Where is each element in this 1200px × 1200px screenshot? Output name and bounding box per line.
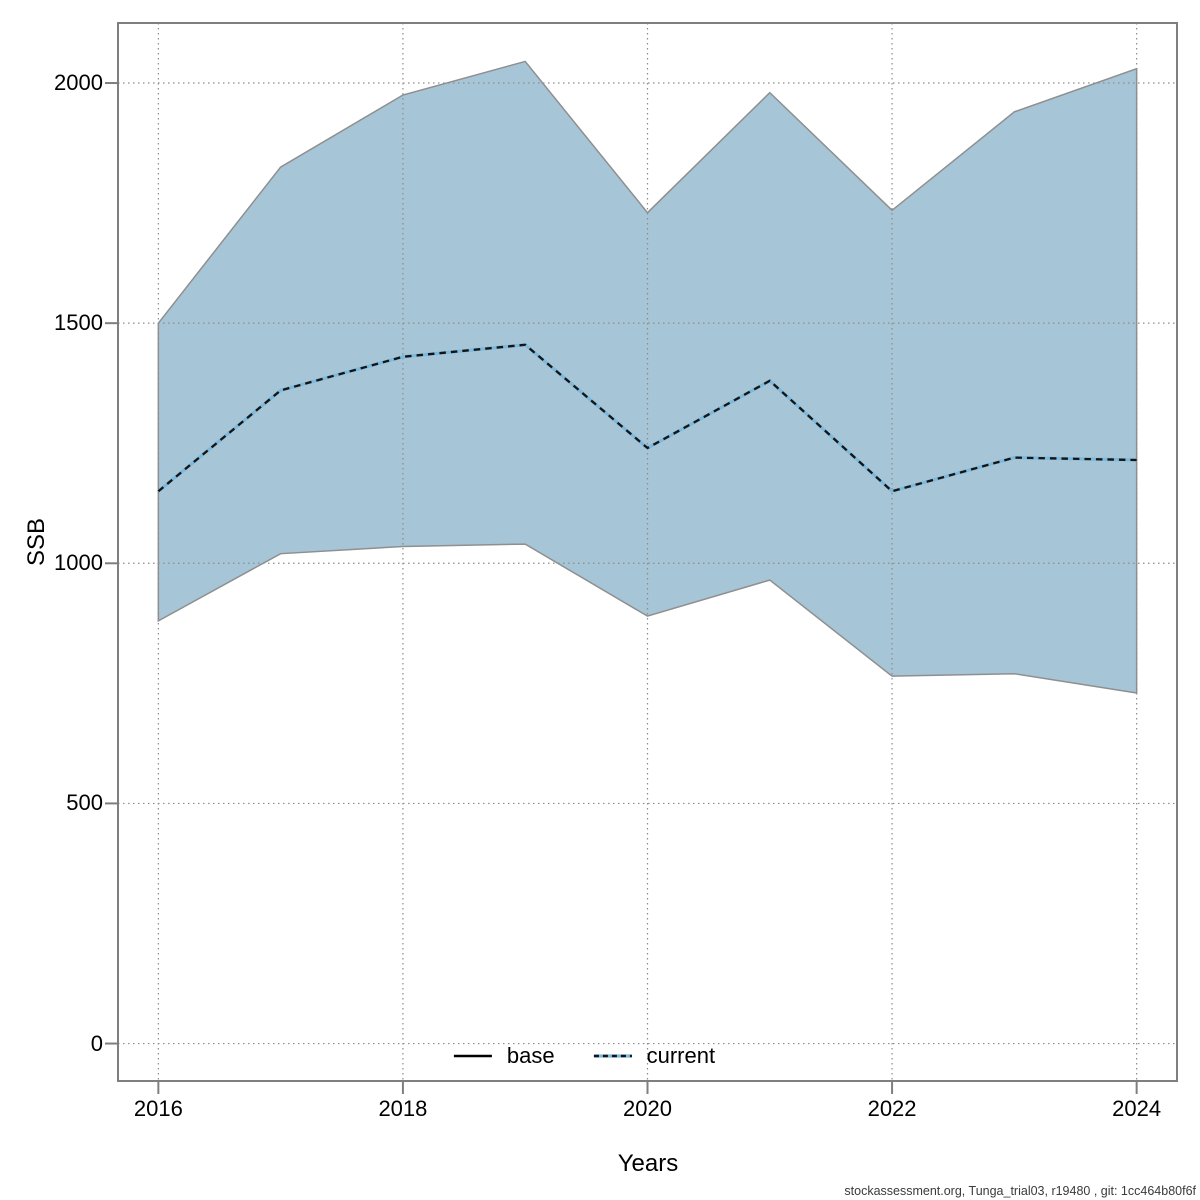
y-axis-title: SSB — [23, 517, 50, 567]
legend-label-current: current — [646, 1043, 716, 1068]
base-line-sample — [453, 1054, 492, 1058]
y-tick-label: 2000 — [54, 70, 103, 96]
x-tick-label: 2020 — [623, 1096, 672, 1121]
plot-border — [117, 22, 1178, 1082]
x-tick-label: 2022 — [867, 1096, 917, 1121]
x-axis-title: Years — [617, 1150, 679, 1177]
current-median-line — [157, 343, 1137, 493]
x-tick-label: 2016 — [133, 1096, 183, 1121]
y-tick-label: 0 — [90, 1030, 103, 1056]
x-tick-label: 2024 — [1112, 1096, 1162, 1121]
plot-legend: base current — [453, 1044, 715, 1068]
legend-item-base: base — [453, 1044, 555, 1068]
x-tick-label: 2018 — [378, 1096, 428, 1121]
y-tick-label: 500 — [66, 790, 103, 816]
y-tick-label: 1000 — [54, 550, 103, 576]
footer-credit: stockassessment.org, Tunga_trial03, r194… — [844, 1184, 1196, 1198]
legend-label-base: base — [506, 1043, 555, 1068]
current-line-sample — [593, 1054, 632, 1058]
legend-item-current: current — [593, 1044, 715, 1068]
y-tick-label: 1500 — [54, 310, 103, 336]
